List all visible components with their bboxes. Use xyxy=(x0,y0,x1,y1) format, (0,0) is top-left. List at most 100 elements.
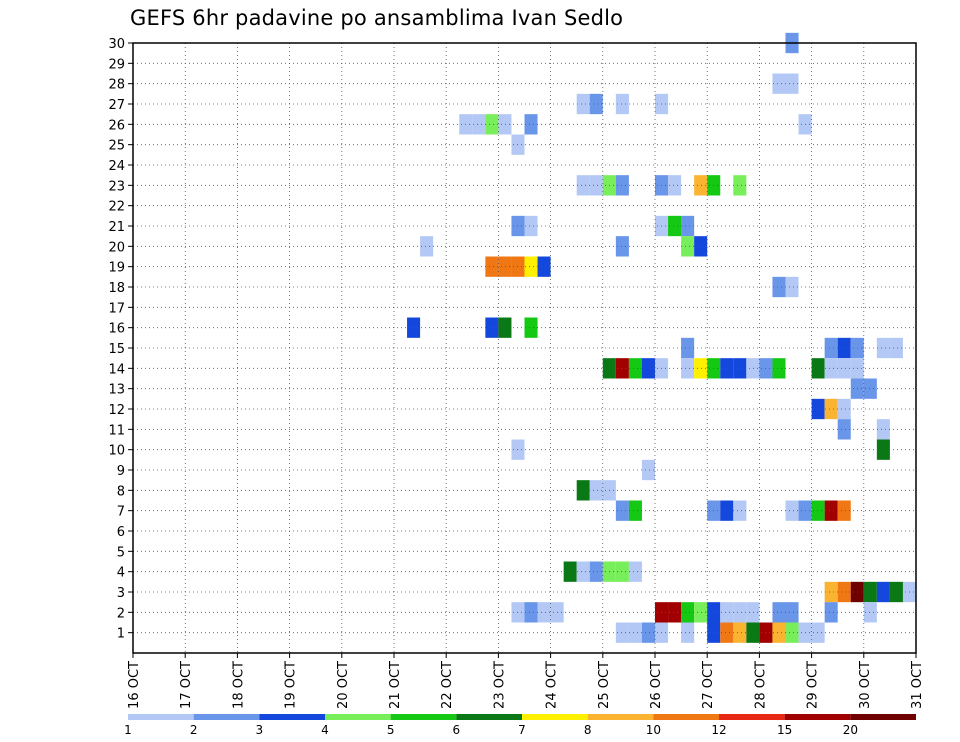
heatmap-cell xyxy=(628,622,642,643)
y-tick-label: 25 xyxy=(108,139,125,154)
heatmap-cell xyxy=(628,561,642,582)
heatmap-cell xyxy=(668,175,682,196)
x-tick-label: 24 OCT xyxy=(545,661,560,709)
heatmap-cell xyxy=(681,236,695,257)
legend-label: 8 xyxy=(584,723,592,737)
y-tick-label: 20 xyxy=(108,240,125,255)
x-tick-label: 19 OCT xyxy=(284,661,299,709)
heatmap-cell xyxy=(733,500,747,521)
legend-swatch xyxy=(522,714,588,720)
heatmap-cell xyxy=(837,581,851,603)
legend-swatch xyxy=(193,714,260,720)
x-tick-label: 30 OCT xyxy=(858,661,873,709)
heatmap-cell xyxy=(537,602,551,623)
heatmap-cell xyxy=(615,500,629,521)
legend-label: 15 xyxy=(777,723,792,737)
y-tick-label: 30 xyxy=(108,37,125,52)
heatmap-cell xyxy=(694,236,708,257)
heatmap-cell xyxy=(668,602,682,623)
heatmap-cell xyxy=(589,175,603,196)
y-tick-label: 24 xyxy=(108,159,125,174)
legend-swatch xyxy=(456,714,522,720)
heatmap-cell xyxy=(681,602,695,623)
legend-label: 5 xyxy=(387,723,395,737)
heatmap-cell xyxy=(824,398,838,420)
legend-swatch xyxy=(390,714,457,720)
heatmap-cell xyxy=(772,358,786,379)
legend-label: 4 xyxy=(321,723,329,737)
heatmap-cell xyxy=(746,622,760,643)
heatmap-cell xyxy=(889,581,903,603)
y-tick-label: 26 xyxy=(108,118,125,133)
legend-swatch xyxy=(653,714,719,720)
heatmap-cell xyxy=(576,480,590,501)
x-tick-label: 31 OCT xyxy=(910,661,925,709)
y-tick-label: 23 xyxy=(108,179,125,194)
y-tick-label: 10 xyxy=(108,444,125,459)
x-tick-label: 17 OCT xyxy=(179,661,194,709)
y-tick-label: 18 xyxy=(108,281,125,296)
y-tick-label: 27 xyxy=(108,98,125,113)
heatmap-cell xyxy=(615,93,629,115)
heatmap-cell xyxy=(720,602,734,623)
heatmap-cell xyxy=(785,622,799,643)
heatmap-cell xyxy=(641,358,655,379)
x-tick-label: 20 OCT xyxy=(336,661,351,709)
legend-label: 12 xyxy=(711,723,726,737)
heatmap-cell xyxy=(563,561,577,582)
x-tick-label: 23 OCT xyxy=(492,661,507,709)
y-tick-label: 9 xyxy=(117,464,125,479)
heatmap-cell xyxy=(746,602,760,623)
heatmap-cell xyxy=(681,358,695,379)
heatmap-cell xyxy=(837,337,851,359)
x-tick-label: 25 OCT xyxy=(597,661,612,709)
heatmap-cell xyxy=(524,256,538,277)
heatmap-cell xyxy=(472,114,486,135)
heatmap-cell xyxy=(694,602,708,623)
y-tick-label: 17 xyxy=(108,301,125,316)
y-tick-label: 22 xyxy=(108,200,125,215)
y-axis: 1234567891011121314151617181920212223242… xyxy=(108,37,133,642)
y-tick-label: 11 xyxy=(108,423,125,438)
heatmap-cell xyxy=(733,175,747,196)
heatmap-cell xyxy=(694,175,708,196)
color-legend: 1 2 3 4 5 6 7 8 10 12 15 20 xyxy=(124,714,916,737)
heatmap-cell xyxy=(772,602,786,623)
x-tick-label: 27 OCT xyxy=(701,661,716,709)
x-tick-label: 16 OCT xyxy=(127,661,142,709)
y-tick-label: 29 xyxy=(108,57,125,72)
heatmap-cell xyxy=(824,358,838,379)
y-tick-label: 28 xyxy=(108,78,125,93)
y-tick-label: 15 xyxy=(108,342,125,357)
heatmap-cell xyxy=(785,500,799,521)
heatmap-cell xyxy=(615,561,629,582)
heatmap-cell xyxy=(681,215,695,237)
heatmap-cell xyxy=(824,581,838,603)
heatmap-cell xyxy=(811,622,825,643)
heatmap-cell xyxy=(628,358,642,379)
heatmap-cell xyxy=(524,317,538,338)
heatmap-cell xyxy=(811,358,825,379)
legend-swatch xyxy=(587,714,654,720)
y-tick-label: 8 xyxy=(117,484,125,499)
legend-label: 3 xyxy=(256,723,264,737)
grid-lines xyxy=(133,43,916,653)
y-tick-label: 6 xyxy=(117,525,125,540)
heatmap-cell xyxy=(498,317,512,338)
heatmap-cell xyxy=(576,93,590,115)
y-tick-label: 3 xyxy=(117,586,125,601)
heatmap-cell xyxy=(824,602,838,623)
heatmap-cell xyxy=(785,602,799,623)
y-tick-label: 16 xyxy=(108,322,125,337)
heatmap-cell xyxy=(863,602,877,623)
heatmap-cell xyxy=(694,358,708,379)
heatmap-cells xyxy=(407,32,916,643)
legend-swatch xyxy=(850,714,916,720)
heatmap-cell xyxy=(733,602,747,623)
heatmap-cell xyxy=(720,622,734,643)
heatmap-cell xyxy=(524,602,538,623)
x-tick-label: 18 OCT xyxy=(231,661,246,709)
heatmap-cell xyxy=(863,378,877,399)
heatmap-cell xyxy=(589,93,603,115)
